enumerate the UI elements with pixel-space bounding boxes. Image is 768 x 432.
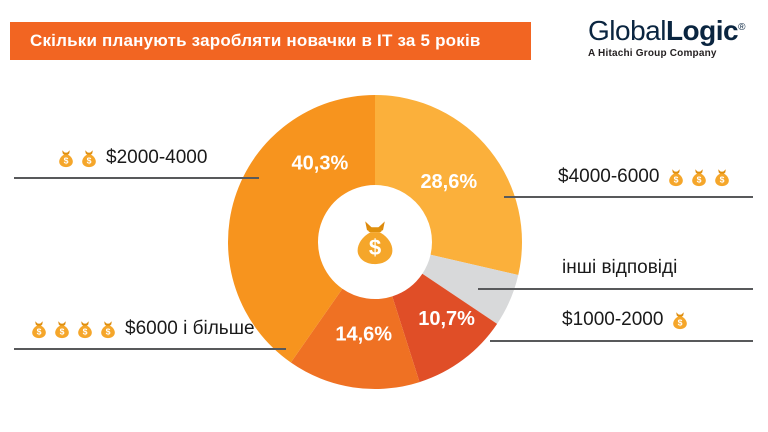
- money-bag-center-icon: [357, 221, 393, 265]
- donut-segment-$2000-4000: [228, 95, 375, 363]
- segment-percent-label: 28,6%: [420, 171, 477, 193]
- money-bags-group: [665, 166, 733, 188]
- money-bags-group: [28, 318, 119, 340]
- callout-1000-2000: $1000-2000: [562, 309, 691, 331]
- money-bag-icon: [669, 309, 691, 331]
- page-title: Скільки планують заробляти новачки в ІТ …: [30, 31, 481, 50]
- money-bag-icon: [688, 166, 710, 188]
- donut-segment-інші-відповіді: [422, 254, 519, 324]
- globallogic-logo: GlobalLogic® A Hitachi Group Company: [588, 17, 745, 60]
- money-bag-icon: [97, 318, 119, 340]
- leader-line-1000-2000: [490, 340, 753, 342]
- callout-label: $6000 і більше: [125, 318, 255, 339]
- money-bag-icon: [74, 318, 96, 340]
- callout-2000-4000: $2000-4000: [55, 147, 207, 169]
- callout-label: інші відповіді: [562, 257, 678, 278]
- donut-chart: 28,6% 10,7% 14,6% 40,3%: [228, 95, 523, 390]
- money-bag-icon: [28, 318, 50, 340]
- segment-percent-label: 40,3%: [292, 152, 349, 174]
- donut-segment-$6000-і-більше: [290, 288, 420, 390]
- segment-percent-label: 14,6%: [335, 323, 392, 345]
- donut-segment-$4000-6000: [375, 95, 523, 275]
- logo-logic-text: Logic: [665, 15, 739, 46]
- callout-label: $1000-2000: [562, 309, 664, 330]
- segment-percent-label: 10,7%: [418, 308, 475, 330]
- callout-6000-plus: $6000 і більше: [28, 318, 255, 340]
- money-bags-group: [55, 147, 100, 169]
- leader-line-6000-plus: [14, 348, 286, 350]
- callout-4000-6000: $4000-6000: [558, 166, 733, 188]
- money-bag-icon: [711, 166, 733, 188]
- money-bag-icon: [665, 166, 687, 188]
- registered-mark-icon: ®: [738, 22, 745, 33]
- donut-segment-$1000-2000: [392, 273, 498, 383]
- callout-label: $4000-6000: [558, 166, 660, 187]
- money-bags-group: [669, 309, 691, 331]
- money-bag-icon: [78, 147, 100, 169]
- callout-label: $2000-4000: [106, 147, 208, 168]
- leader-line-4000-6000: [504, 196, 753, 198]
- globallogic-wordmark: GlobalLogic®: [588, 17, 745, 45]
- logo-tagline: A Hitachi Group Company: [588, 48, 717, 59]
- money-bag-icon: [55, 147, 77, 169]
- title-banner: Скільки планують заробляти новачки в ІТ …: [10, 22, 531, 60]
- money-bag-icon: [51, 318, 73, 340]
- callout-other-answers: інші відповіді: [562, 257, 677, 279]
- leader-line-other: [478, 288, 753, 290]
- logo-global-text: Global: [588, 15, 666, 46]
- leader-line-2000-4000: [14, 177, 259, 179]
